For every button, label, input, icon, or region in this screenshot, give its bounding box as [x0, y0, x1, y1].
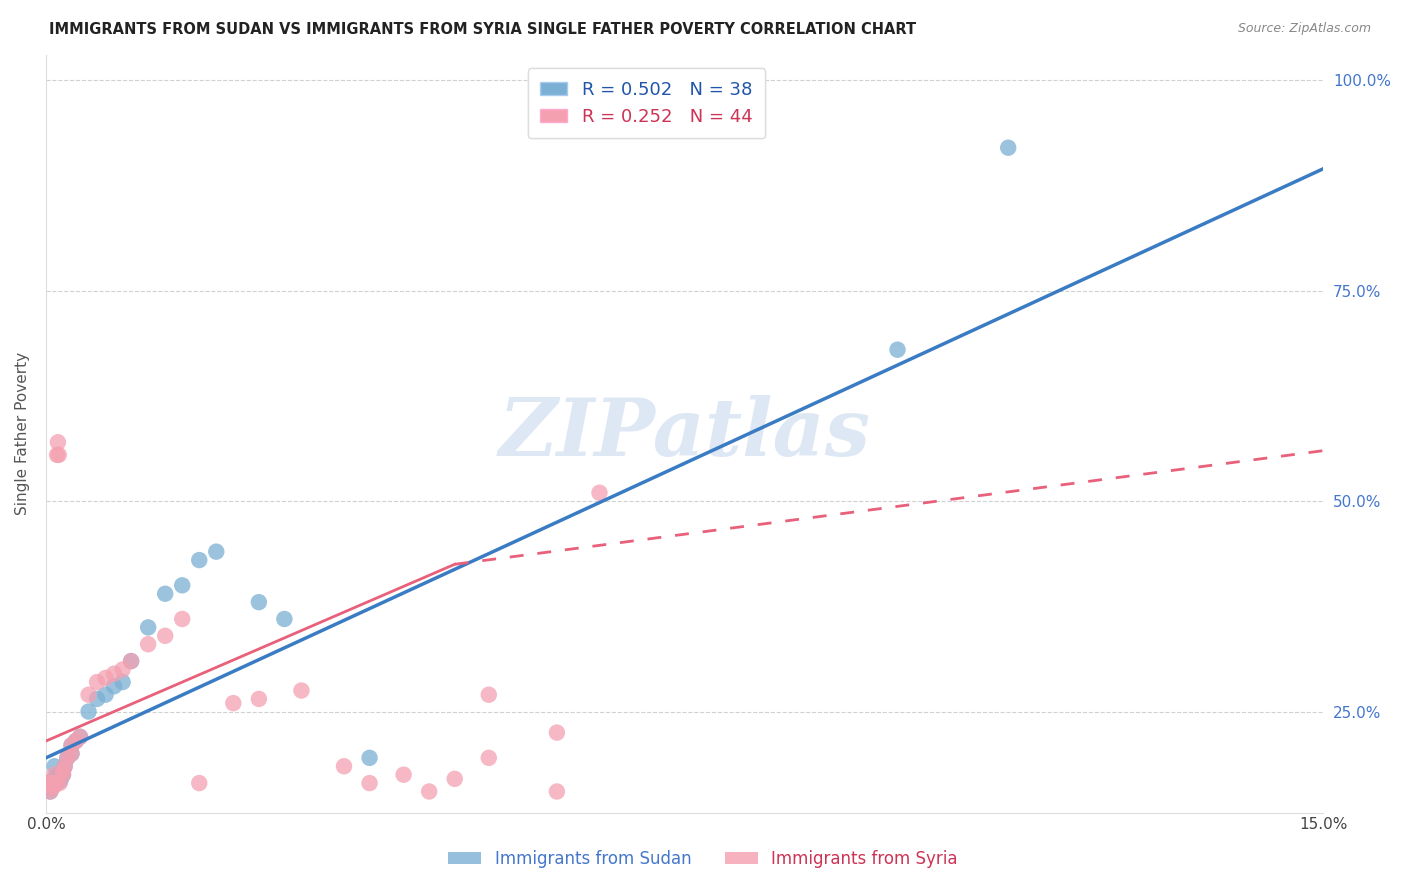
Legend: Immigrants from Sudan, Immigrants from Syria: Immigrants from Sudan, Immigrants from S…: [441, 844, 965, 875]
Point: [273, 612, 295, 626]
Point: [48, 772, 70, 786]
Point: [42, 780, 65, 795]
Point: [49, 773, 72, 788]
Point: [42, 773, 65, 788]
Point: [997, 141, 1019, 155]
Point: [136, 620, 159, 634]
Point: [45, 776, 67, 790]
Point: [111, 663, 134, 677]
Point: [39, 784, 62, 798]
Point: [39, 784, 62, 798]
Point: [52, 767, 75, 781]
Point: [48, 448, 70, 462]
Point: [42, 776, 65, 790]
Point: [111, 675, 134, 690]
Y-axis label: Single Father Poverty: Single Father Poverty: [15, 352, 30, 516]
Point: [39, 780, 62, 795]
Point: [478, 688, 501, 702]
Point: [44, 759, 66, 773]
Text: Source: ZipAtlas.com: Source: ZipAtlas.com: [1237, 22, 1371, 36]
Point: [52, 764, 75, 778]
Point: [69, 730, 91, 744]
Point: [153, 629, 176, 643]
Point: [94, 688, 117, 702]
Point: [222, 696, 245, 710]
Point: [86, 675, 108, 690]
Point: [247, 595, 270, 609]
Point: [103, 679, 125, 693]
Point: [188, 553, 211, 567]
Point: [443, 772, 465, 786]
Point: [153, 587, 176, 601]
Point: [48, 767, 70, 781]
Point: [44, 767, 66, 781]
Point: [359, 776, 381, 790]
Point: [52, 764, 75, 778]
Point: [188, 776, 211, 790]
Point: [172, 612, 194, 626]
Point: [60, 747, 83, 761]
Point: [46, 435, 69, 450]
Point: [56, 751, 79, 765]
Point: [77, 705, 100, 719]
Point: [44, 772, 66, 786]
Point: [60, 738, 83, 752]
Point: [65, 734, 87, 748]
Point: [41, 776, 63, 790]
Point: [56, 751, 79, 765]
Point: [359, 751, 381, 765]
Point: [60, 738, 83, 752]
Point: [53, 759, 76, 773]
Point: [886, 343, 908, 357]
Point: [45, 776, 67, 790]
Point: [392, 767, 415, 781]
Point: [120, 654, 142, 668]
Point: [53, 759, 76, 773]
Point: [290, 683, 312, 698]
Point: [60, 747, 83, 761]
Point: [41, 780, 63, 795]
Point: [46, 767, 69, 781]
Point: [38, 776, 60, 790]
Point: [588, 485, 610, 500]
Point: [333, 759, 356, 773]
Point: [247, 692, 270, 706]
Point: [39, 780, 62, 795]
Point: [65, 734, 87, 748]
Point: [94, 671, 117, 685]
Point: [77, 688, 100, 702]
Point: [46, 448, 69, 462]
Point: [42, 776, 65, 790]
Point: [38, 776, 60, 790]
Point: [418, 784, 440, 798]
Point: [86, 692, 108, 706]
Point: [44, 776, 66, 790]
Point: [52, 767, 75, 781]
Point: [103, 666, 125, 681]
Point: [120, 654, 142, 668]
Point: [546, 725, 568, 739]
Point: [172, 578, 194, 592]
Point: [546, 784, 568, 798]
Point: [46, 772, 69, 786]
Legend: R = 0.502   N = 38, R = 0.252   N = 44: R = 0.502 N = 38, R = 0.252 N = 44: [527, 68, 765, 138]
Text: IMMIGRANTS FROM SUDAN VS IMMIGRANTS FROM SYRIA SINGLE FATHER POVERTY CORRELATION: IMMIGRANTS FROM SUDAN VS IMMIGRANTS FROM…: [49, 22, 917, 37]
Point: [136, 637, 159, 651]
Text: ZIPatlas: ZIPatlas: [499, 395, 870, 473]
Point: [69, 730, 91, 744]
Point: [48, 776, 70, 790]
Point: [205, 544, 228, 558]
Point: [478, 751, 501, 765]
